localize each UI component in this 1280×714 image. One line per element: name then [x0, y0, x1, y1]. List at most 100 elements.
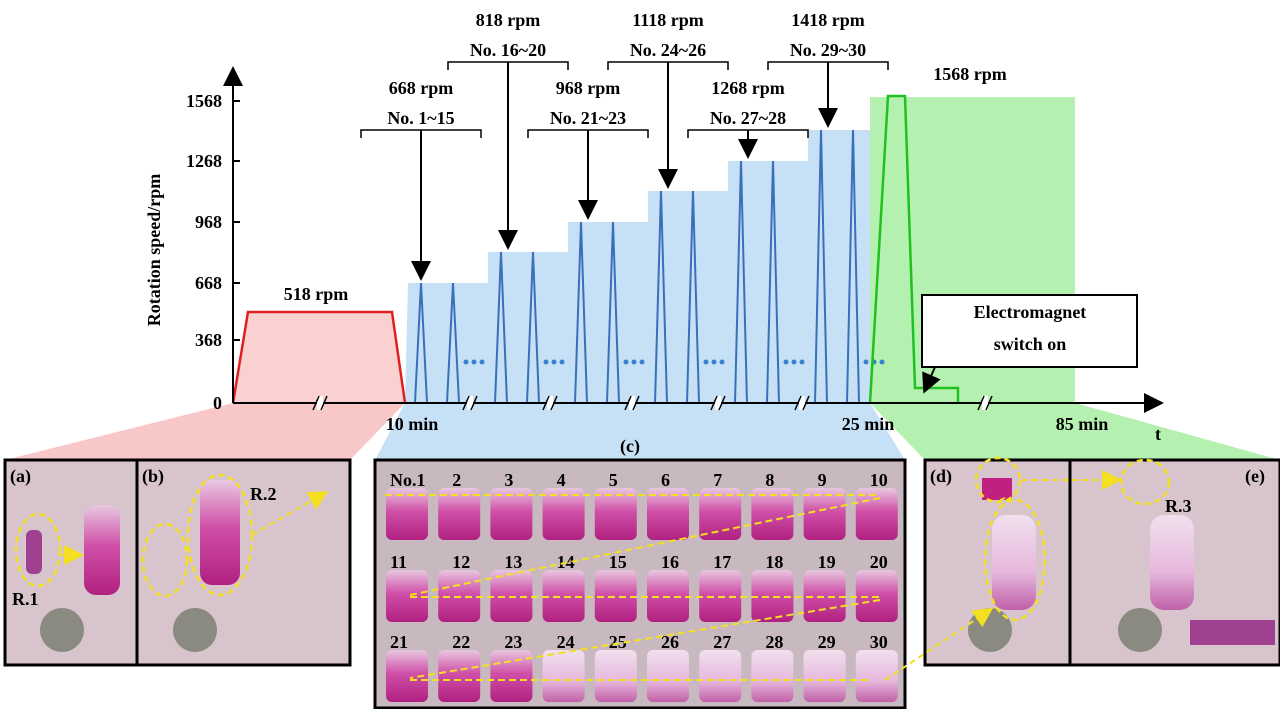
tube-label: 5 [609, 470, 618, 490]
tube-label: 10 [870, 470, 888, 490]
tube-label: 23 [504, 632, 522, 652]
dot [632, 360, 637, 365]
step-samples: No. 16~20 [470, 40, 546, 60]
dot [640, 360, 645, 365]
tube-label: 9 [818, 470, 827, 490]
coin [173, 608, 217, 652]
dot [560, 360, 565, 365]
dot [792, 360, 797, 365]
tube-label: 28 [765, 632, 783, 652]
vial [982, 478, 1012, 500]
final-label: 1568 rpm [933, 64, 1007, 84]
coin [40, 608, 84, 652]
y-tick-label: 1268 [186, 151, 222, 171]
dot [800, 360, 805, 365]
region-label: R.2 [250, 484, 277, 504]
tube [438, 650, 480, 702]
tube-label: 2 [452, 470, 461, 490]
fan-red [5, 403, 405, 460]
tube-label: 16 [661, 552, 679, 572]
region-label: R.3 [1165, 496, 1192, 516]
panel-label: (e) [1245, 466, 1265, 487]
y-tick-label: 0 [213, 393, 222, 413]
tube-label: 7 [713, 470, 722, 490]
x-label: 25 min [842, 414, 895, 434]
x-label: 85 min [1056, 414, 1109, 434]
note: switch on [994, 334, 1067, 354]
y-tick-label: 368 [195, 330, 222, 350]
y-label: Rotation speed/rpm [144, 174, 164, 327]
x-label: 10 min [386, 414, 439, 434]
step-speed: 818 rpm [476, 10, 541, 30]
tube-label: 19 [818, 552, 836, 572]
step-samples: No. 29~30 [790, 40, 866, 60]
tube-label: 17 [713, 552, 731, 572]
vial [26, 530, 42, 574]
tube-label: No.1 [390, 470, 426, 490]
tube [804, 650, 846, 702]
vial [992, 515, 1036, 610]
dot [552, 360, 557, 365]
tube-label: 21 [390, 632, 408, 652]
tube-label: 20 [870, 552, 888, 572]
dot [720, 360, 725, 365]
dot [472, 360, 477, 365]
panel-label: (b) [142, 466, 164, 487]
dot [464, 360, 469, 365]
tube-label: 22 [452, 632, 470, 652]
dot [624, 360, 629, 365]
tube-label: 8 [765, 470, 774, 490]
dot [712, 360, 717, 365]
panel-label: (d) [930, 466, 952, 487]
tube-label: 18 [765, 552, 783, 572]
step-speed: 1418 rpm [791, 10, 865, 30]
dot [784, 360, 789, 365]
coin [968, 608, 1012, 652]
step-speed: 1268 rpm [711, 78, 785, 98]
stage-area [233, 312, 405, 403]
vial [1150, 515, 1194, 610]
dot [880, 360, 885, 365]
step-speed: 968 rpm [556, 78, 621, 98]
tube-label: 15 [609, 552, 627, 572]
dot [704, 360, 709, 365]
vial [200, 480, 240, 585]
fan-blue [375, 403, 905, 460]
step-samples: No. 21~23 [550, 108, 626, 128]
tube-label: 27 [713, 632, 731, 652]
tube-label: 4 [557, 470, 566, 490]
step-speed: 1118 rpm [632, 10, 704, 30]
tube [595, 650, 637, 702]
tube-label: 12 [452, 552, 470, 572]
panel-label: (c) [620, 436, 640, 457]
panel-label: (a) [10, 466, 31, 487]
step-speed: 668 rpm [389, 78, 454, 98]
tube-label: 24 [557, 632, 575, 652]
tube-label: 6 [661, 470, 670, 490]
tube-label: 30 [870, 632, 888, 652]
tube [543, 650, 585, 702]
dot [544, 360, 549, 365]
step-samples: No. 1~15 [387, 108, 454, 128]
tube-label: 13 [504, 552, 522, 572]
y-tick-label: 968 [195, 212, 222, 232]
tube [647, 650, 689, 702]
figure: Rotation speed/rpm t 518 rpm 1568 rpm 10… [0, 0, 1280, 709]
stage-label: 518 rpm [284, 284, 349, 304]
coin [1118, 608, 1162, 652]
note: Electromagnet [974, 302, 1087, 322]
step-samples: No. 24~26 [630, 40, 706, 60]
dot [480, 360, 485, 365]
y-tick-label: 668 [195, 273, 222, 293]
dot [864, 360, 869, 365]
tube-label: 3 [504, 470, 513, 490]
tube [699, 650, 741, 702]
tube [751, 650, 793, 702]
y-tick-label: 1568 [186, 91, 222, 111]
step-samples: No. 27~28 [710, 108, 786, 128]
strip [1190, 620, 1275, 645]
x-axis-label: t [1155, 424, 1161, 444]
region-label: R.1 [12, 589, 39, 609]
tube [856, 650, 898, 702]
tube-label: 29 [818, 632, 836, 652]
